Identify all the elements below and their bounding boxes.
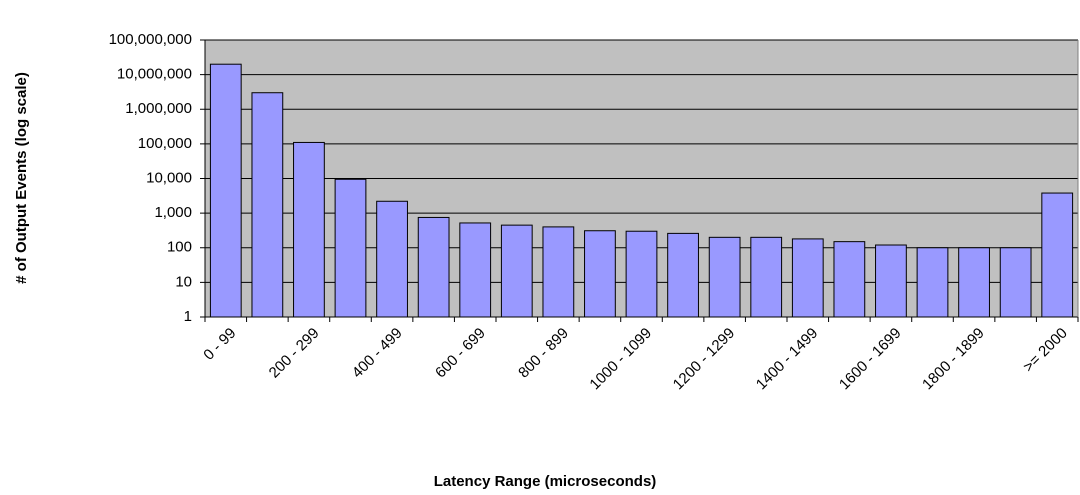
x-tick-label: 0 - 99 xyxy=(200,325,239,364)
bar xyxy=(417,216,450,318)
bar xyxy=(916,247,949,318)
bar xyxy=(875,244,907,318)
bar xyxy=(334,178,367,318)
bar xyxy=(708,236,741,318)
bar xyxy=(293,141,325,318)
bar xyxy=(833,241,866,318)
bar xyxy=(500,224,533,318)
bar xyxy=(958,247,990,318)
x-tick-label: 1800 - 1899 xyxy=(919,325,988,394)
y-tick-label: 100,000 xyxy=(138,135,192,152)
y-tick-label: 100,000,000 xyxy=(109,31,192,48)
bar xyxy=(376,200,408,318)
y-tick-label: 10 xyxy=(175,273,192,290)
y-tick-label: 10,000 xyxy=(146,169,192,186)
y-tick-label: 100 xyxy=(167,239,192,256)
bar xyxy=(667,232,699,318)
bar xyxy=(459,222,492,318)
x-tick-label: 1200 - 1299 xyxy=(670,325,739,394)
x-tick-label: 400 - 499 xyxy=(349,325,406,382)
bar xyxy=(791,238,824,318)
bar xyxy=(209,63,242,318)
bar xyxy=(625,230,658,318)
x-tick-label: 1600 - 1699 xyxy=(836,325,905,394)
y-tick-label: 1,000,000 xyxy=(125,100,192,117)
x-tick-label: >= 2000 xyxy=(1020,325,1071,376)
x-tick-label: 600 - 699 xyxy=(432,325,489,382)
x-tick-label: 800 - 899 xyxy=(515,325,572,382)
bar xyxy=(1041,192,1074,318)
y-tick-label: 1,000 xyxy=(154,204,192,221)
bar xyxy=(542,226,575,318)
x-axis-title: Latency Range (microseconds) xyxy=(434,473,657,490)
x-tick-label: 1000 - 1099 xyxy=(586,325,655,394)
bar xyxy=(251,92,284,318)
y-tick-label: 10,000,000 xyxy=(117,66,192,83)
y-axis-title: # of Output Events (log scale) xyxy=(13,72,30,284)
x-tick-label: 1400 - 1499 xyxy=(753,325,822,394)
bar xyxy=(750,236,783,318)
y-tick-label: 1 xyxy=(184,308,192,325)
x-tick-label: 200 - 299 xyxy=(266,325,323,382)
bar xyxy=(584,230,616,318)
bar xyxy=(999,247,1032,318)
